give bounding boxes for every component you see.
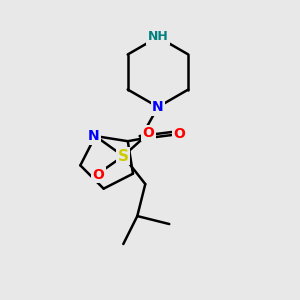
- Text: S: S: [118, 148, 129, 164]
- Text: N: N: [88, 129, 99, 143]
- Text: O: O: [92, 168, 104, 182]
- Text: N: N: [152, 100, 164, 114]
- Text: O: O: [142, 126, 154, 140]
- Text: O: O: [173, 127, 185, 141]
- Text: NH: NH: [148, 31, 168, 44]
